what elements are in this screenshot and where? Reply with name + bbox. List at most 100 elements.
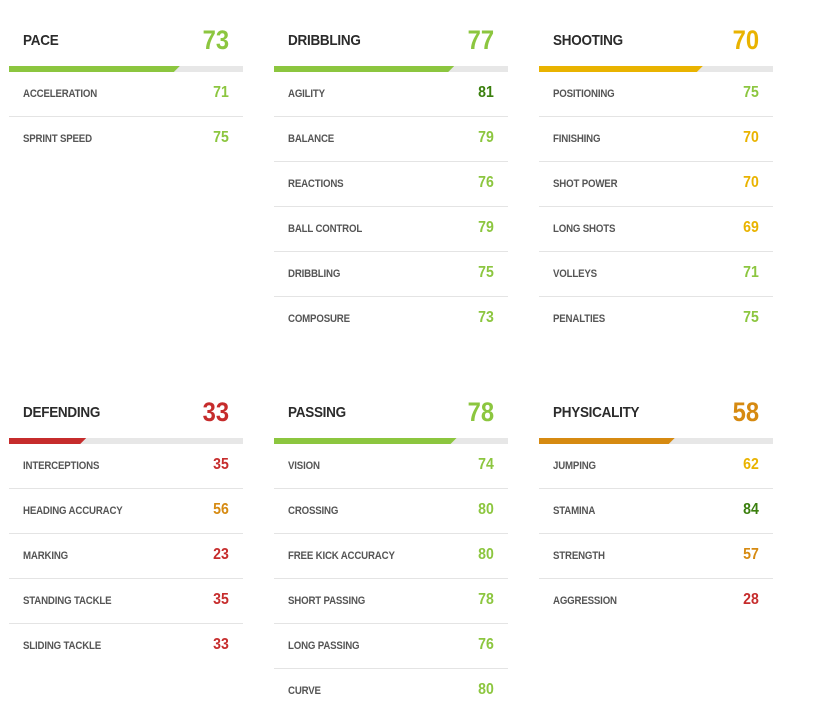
attribute-label: CURVE: [288, 685, 321, 697]
category-title: DRIBBLING: [288, 32, 361, 49]
attribute-label: SLIDING TACKLE: [23, 640, 102, 652]
attribute-list: INTERCEPTIONS 35 HEADING ACCURACY 56 MAR…: [9, 444, 243, 668]
category-defending: DEFENDING 33 INTERCEPTIONS 35 HEADING AC…: [9, 372, 243, 668]
attribute-value: 73: [478, 309, 494, 326]
attribute-row: FREE KICK ACCURACY 80: [274, 534, 508, 579]
category-header: PACE 73: [9, 0, 243, 66]
attribute-value: 56: [213, 501, 229, 518]
category-rating-bar-fill: [9, 66, 180, 72]
attribute-row: DRIBBLING 75: [274, 252, 508, 297]
attribute-label: VISION: [288, 460, 320, 472]
attribute-label: POSITIONING: [553, 88, 615, 100]
attribute-value: 23: [213, 546, 229, 563]
category-score: 58: [732, 397, 759, 427]
category-physicality: PHYSICALITY 58 JUMPING 62 STAMINA 84 STR…: [539, 372, 773, 623]
attribute-row: SHOT POWER 70: [539, 162, 773, 207]
attribute-list: ACCELERATION 71 SPRINT SPEED 75: [9, 72, 243, 161]
category-title: SHOOTING: [553, 32, 623, 49]
category-score: 73: [202, 25, 229, 55]
attribute-row: LONG PASSING 76: [274, 624, 508, 669]
attribute-value: 78: [478, 591, 494, 608]
attribute-value: 70: [743, 174, 759, 191]
attribute-value: 75: [743, 84, 759, 101]
attribute-row: MARKING 23: [9, 534, 243, 579]
category-dribbling: DRIBBLING 77 AGILITY 81 BALANCE 79 REACT…: [274, 0, 508, 341]
attribute-value: 70: [743, 129, 759, 146]
attribute-row: LONG SHOTS 69: [539, 207, 773, 252]
attribute-label: SPRINT SPEED: [23, 133, 92, 145]
attribute-label: AGILITY: [288, 88, 325, 100]
category-rating-bar: [539, 438, 773, 444]
attribute-value: 71: [743, 264, 759, 281]
attribute-value: 80: [478, 501, 494, 518]
attribute-value: 62: [743, 456, 759, 473]
category-rating-bar: [274, 438, 508, 444]
attribute-label: VOLLEYS: [553, 268, 597, 280]
attribute-row: VOLLEYS 71: [539, 252, 773, 297]
attribute-value: 79: [478, 129, 494, 146]
attribute-row: CROSSING 80: [274, 489, 508, 534]
category-pace: PACE 73 ACCELERATION 71 SPRINT SPEED 75: [9, 0, 243, 161]
attribute-row: COMPOSURE 73: [274, 297, 508, 341]
attribute-list: JUMPING 62 STAMINA 84 STRENGTH 57 AGGRES…: [539, 444, 773, 623]
category-title: PHYSICALITY: [553, 404, 640, 421]
category-header: SHOOTING 70: [539, 0, 773, 66]
attribute-label: BALL CONTROL: [288, 223, 363, 235]
attribute-row: FINISHING 70: [539, 117, 773, 162]
attribute-row: REACTIONS 76: [274, 162, 508, 207]
category-rating-bar-fill: [539, 438, 675, 444]
attribute-label: STRENGTH: [553, 550, 605, 562]
category-passing: PASSING 78 VISION 74 CROSSING 80 FREE KI…: [274, 372, 508, 713]
attribute-label: REACTIONS: [288, 178, 344, 190]
attribute-row: SLIDING TACKLE 33: [9, 624, 243, 668]
category-score: 77: [467, 25, 494, 55]
attribute-label: SHORT PASSING: [288, 595, 366, 607]
attribute-label: LONG PASSING: [288, 640, 360, 652]
attribute-value: 75: [478, 264, 494, 281]
attribute-value: 76: [478, 636, 494, 653]
category-score: 33: [202, 397, 229, 427]
attribute-row: CURVE 80: [274, 669, 508, 713]
attribute-value: 75: [213, 129, 229, 146]
attribute-row: SPRINT SPEED 75: [9, 117, 243, 161]
attribute-label: SHOT POWER: [553, 178, 618, 190]
attribute-label: FINISHING: [553, 133, 601, 145]
category-rating-bar: [274, 66, 508, 72]
stats-grid: PACE 73 ACCELERATION 71 SPRINT SPEED 75 …: [9, 0, 779, 718]
attribute-row: INTERCEPTIONS 35: [9, 444, 243, 489]
category-title: PASSING: [288, 404, 346, 421]
attribute-value: 81: [478, 84, 494, 101]
attribute-row: ACCELERATION 71: [9, 72, 243, 117]
attribute-row: BALANCE 79: [274, 117, 508, 162]
attribute-value: 79: [478, 219, 494, 236]
category-rating-bar-fill: [274, 438, 457, 444]
attribute-label: HEADING ACCURACY: [23, 505, 123, 517]
attribute-row: JUMPING 62: [539, 444, 773, 489]
attribute-value: 28: [743, 591, 759, 608]
attribute-value: 75: [743, 309, 759, 326]
attribute-row: AGILITY 81: [274, 72, 508, 117]
attribute-value: 71: [213, 84, 229, 101]
attribute-list: AGILITY 81 BALANCE 79 REACTIONS 76 BALL …: [274, 72, 508, 341]
attribute-list: POSITIONING 75 FINISHING 70 SHOT POWER 7…: [539, 72, 773, 341]
attribute-row: STAMINA 84: [539, 489, 773, 534]
attribute-value: 35: [213, 456, 229, 473]
category-rating-bar-fill: [274, 66, 454, 72]
attribute-value: 74: [478, 456, 494, 473]
attribute-label: ACCELERATION: [23, 88, 98, 100]
category-rating-bar-fill: [9, 438, 86, 444]
attribute-label: MARKING: [23, 550, 69, 562]
category-rating-bar: [539, 66, 773, 72]
attribute-value: 80: [478, 681, 494, 698]
attribute-label: STAMINA: [553, 505, 596, 517]
category-header: PASSING 78: [274, 372, 508, 438]
attribute-label: FREE KICK ACCURACY: [288, 550, 395, 562]
attribute-label: AGGRESSION: [553, 595, 617, 607]
category-title: PACE: [23, 32, 59, 49]
category-header: PHYSICALITY 58: [539, 372, 773, 438]
attribute-row: PENALTIES 75: [539, 297, 773, 341]
category-rating-bar: [9, 438, 243, 444]
attribute-value: 69: [743, 219, 759, 236]
attribute-row: BALL CONTROL 79: [274, 207, 508, 252]
attribute-label: LONG SHOTS: [553, 223, 616, 235]
